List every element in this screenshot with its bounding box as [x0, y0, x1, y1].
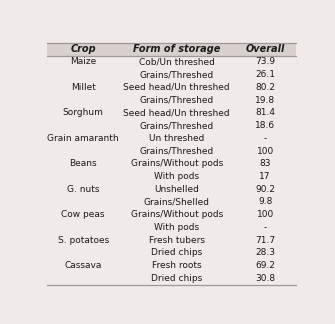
- Text: S. potatoes: S. potatoes: [58, 236, 109, 245]
- Text: Form of storage: Form of storage: [133, 44, 220, 54]
- Text: Fresh tubers: Fresh tubers: [149, 236, 205, 245]
- Text: Dried chips: Dried chips: [151, 248, 202, 257]
- Text: Dried chips: Dried chips: [151, 274, 202, 283]
- Text: Beans: Beans: [69, 159, 97, 168]
- Text: Cob/Un threshed: Cob/Un threshed: [139, 57, 215, 66]
- Text: Un threshed: Un threshed: [149, 134, 204, 143]
- Text: 71.7: 71.7: [255, 236, 275, 245]
- Text: 26.1: 26.1: [255, 70, 275, 79]
- Text: 81.4: 81.4: [255, 108, 275, 117]
- Text: Cow peas: Cow peas: [61, 210, 105, 219]
- Text: With pods: With pods: [154, 172, 199, 181]
- Text: Cassava: Cassava: [65, 261, 102, 270]
- Text: 80.2: 80.2: [255, 83, 275, 92]
- Text: Grains/Threshed: Grains/Threshed: [140, 146, 214, 156]
- Text: Grain amaranth: Grain amaranth: [47, 134, 119, 143]
- Text: Grains/Without pods: Grains/Without pods: [131, 210, 223, 219]
- Text: Unshelled: Unshelled: [154, 185, 199, 194]
- Text: Seed head/Un threshed: Seed head/Un threshed: [123, 83, 230, 92]
- Text: 17: 17: [259, 172, 271, 181]
- Text: G. nuts: G. nuts: [67, 185, 99, 194]
- Text: Grains/Threshed: Grains/Threshed: [140, 96, 214, 105]
- Text: 69.2: 69.2: [255, 261, 275, 270]
- Text: 73.9: 73.9: [255, 57, 275, 66]
- Text: Sorghum: Sorghum: [63, 108, 104, 117]
- Text: Grains/Without pods: Grains/Without pods: [131, 159, 223, 168]
- Text: Millet: Millet: [71, 83, 96, 92]
- Text: Grains/Shelled: Grains/Shelled: [144, 197, 210, 206]
- Text: With pods: With pods: [154, 223, 199, 232]
- Bar: [47, 43, 296, 56]
- Text: Grains/Threshed: Grains/Threshed: [140, 70, 214, 79]
- Text: Crop: Crop: [70, 44, 96, 54]
- Text: 30.8: 30.8: [255, 274, 275, 283]
- Text: 18.6: 18.6: [255, 121, 275, 130]
- Text: -: -: [264, 134, 267, 143]
- Text: 19.8: 19.8: [255, 96, 275, 105]
- Text: Grains/Threshed: Grains/Threshed: [140, 121, 214, 130]
- Text: 28.3: 28.3: [255, 248, 275, 257]
- Text: 83: 83: [259, 159, 271, 168]
- Text: 100: 100: [257, 210, 274, 219]
- Text: Seed head/Un threshed: Seed head/Un threshed: [123, 108, 230, 117]
- Text: Fresh roots: Fresh roots: [152, 261, 201, 270]
- Text: Maize: Maize: [70, 57, 96, 66]
- Text: 100: 100: [257, 146, 274, 156]
- Text: -: -: [264, 223, 267, 232]
- Text: Overall: Overall: [246, 44, 285, 54]
- Text: 9.8: 9.8: [258, 197, 272, 206]
- Text: 90.2: 90.2: [255, 185, 275, 194]
